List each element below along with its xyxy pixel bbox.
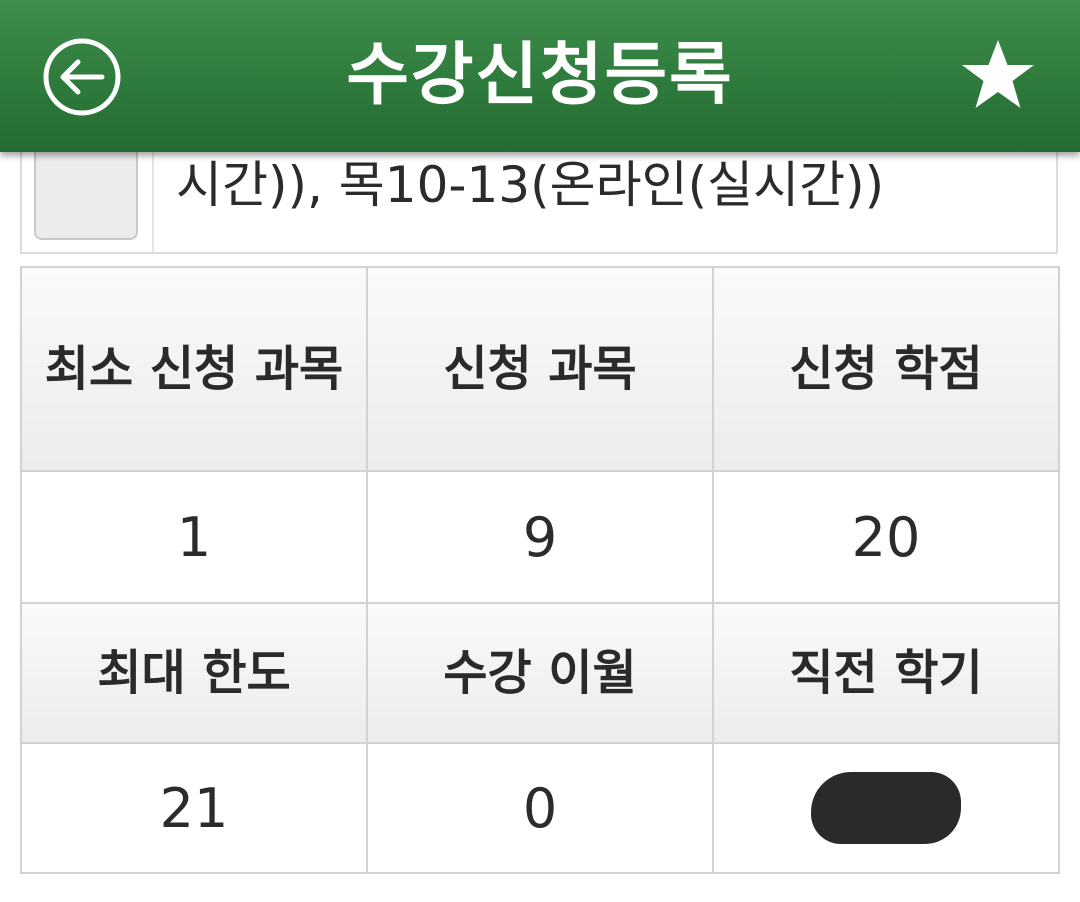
back-arrow-circle-icon bbox=[43, 38, 121, 116]
registration-summary-table: 최소 신청 과목 신청 과목 신청 학점 1 9 20 최대 한도 수강 이월 … bbox=[20, 266, 1060, 874]
course-item: 시간)), 목10-13(온라인(실시간)) bbox=[20, 152, 1058, 254]
app-header: 수강신청등록 bbox=[0, 0, 1080, 152]
table-row: 21 0 bbox=[20, 742, 1060, 874]
header-previous-semester: 직전 학기 bbox=[712, 602, 1060, 744]
header-max-limit: 최대 한도 bbox=[20, 602, 368, 744]
course-select-cell bbox=[22, 152, 154, 252]
value-carryover: 0 bbox=[366, 742, 714, 874]
redacted-value bbox=[811, 772, 961, 844]
table-header-row: 최소 신청 과목 신청 과목 신청 학점 bbox=[20, 266, 1060, 472]
header-carryover: 수강 이월 bbox=[366, 602, 714, 744]
back-button[interactable] bbox=[40, 35, 124, 119]
table-row: 1 9 20 bbox=[20, 470, 1060, 604]
value-max-limit: 21 bbox=[20, 742, 368, 874]
value-applied-credits: 20 bbox=[712, 470, 1060, 604]
course-checkbox[interactable] bbox=[34, 152, 138, 240]
star-icon bbox=[962, 40, 1034, 108]
page-title: 수강신청등록 bbox=[346, 36, 734, 115]
value-applied-courses: 9 bbox=[366, 470, 714, 604]
header-applied-credits: 신청 학점 bbox=[712, 266, 1060, 472]
header-min-courses: 최소 신청 과목 bbox=[20, 266, 368, 472]
value-previous-semester bbox=[712, 742, 1060, 874]
course-schedule-text: 시간)), 목10-13(온라인(실시간)) bbox=[176, 156, 885, 214]
favorite-button[interactable] bbox=[958, 36, 1038, 116]
header-applied-courses: 신청 과목 bbox=[366, 266, 714, 472]
value-min-courses: 1 bbox=[20, 470, 368, 604]
table-header-row: 최대 한도 수강 이월 직전 학기 bbox=[20, 602, 1060, 744]
